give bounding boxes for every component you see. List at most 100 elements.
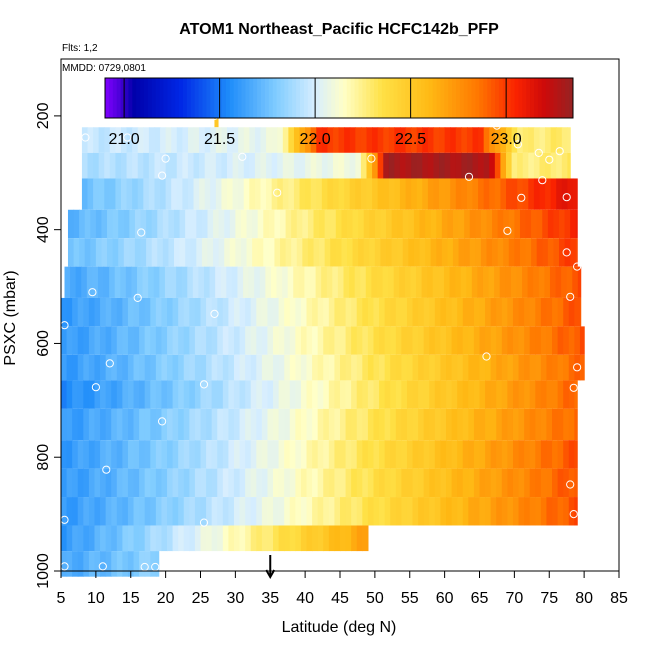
dates-note: MMDD: 0729,0801: [62, 63, 146, 74]
heatmap-cell: [182, 178, 189, 210]
colorbar-segment: [448, 78, 453, 118]
heatmap-cell: [114, 266, 121, 298]
colorbar-segment: [163, 78, 168, 118]
heatmap-cell: [434, 440, 442, 469]
heatmap-cell: [563, 497, 570, 526]
colorbar-segment: [436, 78, 441, 118]
x-tick-label: 65: [471, 590, 489, 607]
heatmap-cell: [101, 209, 108, 239]
x-tick-label: 30: [226, 590, 244, 607]
heatmap-cell: [81, 127, 89, 153]
heatmap-cell: [395, 408, 402, 441]
heatmap-cell: [72, 297, 79, 327]
heatmap-cell: [88, 408, 96, 441]
heatmap-cell: [134, 209, 142, 239]
heatmap-cell: [496, 326, 503, 355]
colorbar-segment: [311, 78, 317, 118]
heatmap-cell: [473, 497, 481, 526]
heatmap-cell: [134, 238, 142, 267]
heatmap-cell: [432, 266, 439, 298]
heatmap-cell: [81, 178, 89, 210]
heatmap-cell: [488, 266, 495, 298]
heatmap-cell: [568, 380, 575, 409]
heatmap-cell: [206, 326, 213, 355]
colorbar-segment: [409, 78, 414, 118]
heatmap-cell: [151, 209, 158, 239]
heatmap-cell: [561, 127, 568, 153]
heatmap-cell: [109, 266, 116, 298]
heatmap-cell: [557, 440, 564, 469]
heatmap-cell: [267, 525, 274, 552]
heatmap-cell: [561, 152, 568, 179]
sample-point: [199, 380, 209, 389]
heatmap-cell: [518, 354, 525, 381]
heatmap-cell: [319, 209, 326, 239]
heatmap-cell: [399, 178, 407, 210]
heatmap-cell: [190, 209, 197, 239]
heatmap-cell: [274, 209, 281, 239]
heatmap-cell: [306, 380, 313, 409]
heatmap-cell: [439, 127, 446, 153]
heatmap-cell: [455, 178, 462, 210]
heatmap-cell: [249, 127, 256, 153]
heatmap-cell: [157, 238, 164, 267]
heatmap-cell: [295, 354, 302, 381]
heatmap-cell: [518, 497, 525, 526]
heatmap-cell: [154, 178, 161, 210]
heatmap-cell: [327, 178, 334, 210]
heatmap-cell: [127, 551, 135, 577]
heatmap-cell: [143, 127, 150, 153]
heatmap-cell: [367, 440, 375, 469]
heatmap-cell: [250, 297, 257, 327]
heatmap-cell: [288, 152, 295, 179]
colorbar-segment: [257, 78, 262, 118]
heatmap-cell: [552, 440, 559, 469]
heatmap-cell: [343, 266, 350, 298]
heatmap-cell: [199, 152, 206, 179]
heatmap-cell: [485, 326, 492, 355]
heatmap-cell: [550, 178, 557, 210]
heatmap-cell: [462, 326, 469, 355]
heatmap-cell: [273, 468, 280, 498]
heatmap-cell: [100, 525, 107, 552]
heatmap-cell: [100, 380, 107, 409]
heatmap-cell: [291, 209, 298, 239]
heatmap-cell: [302, 238, 309, 267]
colorbar-segment: [327, 78, 332, 118]
heatmap-cell: [457, 468, 464, 498]
heatmap-cell: [446, 468, 453, 498]
heatmap-cell: [178, 468, 185, 498]
heatmap-cell: [355, 127, 362, 153]
heatmap-cell: [511, 127, 518, 153]
heatmap-cell: [338, 127, 345, 153]
heatmap-cell: [341, 209, 348, 239]
heatmap-cell: [473, 354, 481, 381]
colorbar-segment: [171, 78, 176, 118]
colorbar-segment: [495, 78, 500, 118]
heatmap-cell: [328, 408, 336, 441]
heatmap-cell: [412, 497, 419, 526]
heatmap-cell: [457, 440, 464, 469]
heatmap-cell: [150, 525, 157, 552]
heatmap-cell: [61, 525, 68, 552]
heatmap-cell: [77, 525, 84, 552]
heatmap-cell: [384, 326, 391, 355]
heatmap-cell: [83, 497, 90, 526]
heatmap-cell: [319, 238, 326, 267]
heatmap-cell: [127, 408, 135, 441]
heatmap-cell: [293, 266, 300, 298]
heatmap-cell: [256, 440, 263, 469]
heatmap-cell: [194, 408, 202, 441]
heatmap-cell: [185, 238, 192, 267]
heatmap-cell: [88, 297, 96, 327]
heatmap-cell: [203, 266, 211, 298]
heatmap-cell: [122, 525, 129, 552]
colorbar-tick-label: 21.0: [109, 131, 140, 148]
heatmap-cell: [112, 238, 119, 267]
heatmap-cell: [66, 525, 73, 552]
heatmap-cell: [176, 178, 183, 210]
heatmap-cell: [239, 440, 246, 469]
heatmap-cell: [324, 238, 331, 267]
colorbar-segment: [303, 78, 309, 118]
heatmap-cell: [423, 354, 430, 381]
